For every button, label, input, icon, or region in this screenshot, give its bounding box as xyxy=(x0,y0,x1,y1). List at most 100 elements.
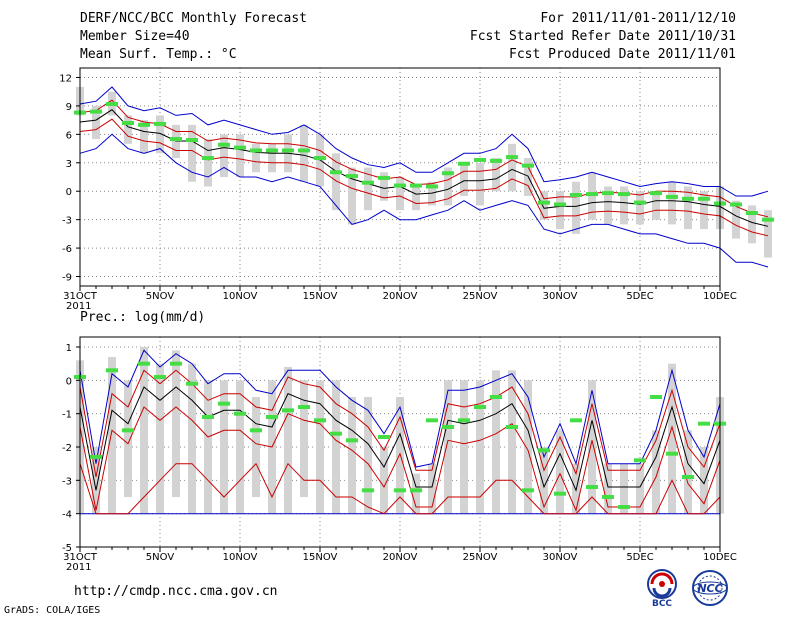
observation-marker xyxy=(634,200,646,205)
x-tick-label: 20NOV xyxy=(383,291,418,302)
grads-credit: GrADS: COLA/IGES xyxy=(4,605,101,616)
observation-marker xyxy=(122,120,134,125)
observation-marker xyxy=(522,163,534,168)
observation-marker xyxy=(186,381,198,386)
ensemble-mean-line xyxy=(79,386,721,492)
y-tick-label: -5 xyxy=(62,543,72,554)
min-line xyxy=(79,133,769,268)
ensemble-box xyxy=(188,363,196,514)
y-tick-label: -6 xyxy=(62,244,72,255)
ensemble-box xyxy=(732,200,740,239)
observation-marker xyxy=(394,488,406,493)
y-tick-label: -3 xyxy=(62,476,72,487)
x-tick-year-label: 2011 xyxy=(66,562,91,573)
ensemble-box xyxy=(556,191,564,230)
source-url[interactable]: http://cmdp.ncc.cma.gov.cn xyxy=(74,584,278,599)
observation-marker xyxy=(426,418,438,423)
y-tick-label: -9 xyxy=(62,273,72,284)
observation-marker xyxy=(602,495,614,499)
ensemble-box xyxy=(156,115,164,154)
x-tick-label: 20NOV xyxy=(383,552,418,563)
ensemble-box xyxy=(620,463,628,514)
ensemble-box xyxy=(380,447,388,514)
observation-marker xyxy=(554,491,566,496)
observation-marker xyxy=(266,148,278,153)
observation-marker xyxy=(394,183,406,188)
ensemble-box xyxy=(348,397,356,514)
precipitation-panel-title: Prec.: log(mm/d) xyxy=(80,310,206,325)
ensemble-box xyxy=(636,463,644,514)
ensemble-box xyxy=(108,357,116,514)
lower2-spread-line xyxy=(79,462,721,515)
max-line xyxy=(79,349,721,468)
ensemble-box xyxy=(332,153,340,211)
observation-marker xyxy=(554,202,566,207)
ensemble-box xyxy=(140,347,148,514)
ensemble-box xyxy=(332,380,340,514)
x-tick-label: 31OCT xyxy=(63,552,98,563)
observation-marker xyxy=(346,438,358,443)
observation-marker xyxy=(362,180,374,185)
observation-marker xyxy=(522,488,534,493)
lower-spread-line xyxy=(79,406,721,512)
ensemble-box xyxy=(220,380,228,514)
x-tick-label: 15NOV xyxy=(303,552,338,563)
ensemble-mean-line xyxy=(79,109,769,227)
observation-marker xyxy=(314,156,326,161)
ensemble-box xyxy=(252,397,260,497)
ensemble-box xyxy=(508,143,516,192)
y-tick-label: -2 xyxy=(62,443,72,454)
ensemble-box xyxy=(316,380,324,514)
ensemble-box xyxy=(476,162,484,206)
observation-marker xyxy=(682,475,694,479)
observation-marker xyxy=(218,142,230,147)
max-line xyxy=(79,86,769,197)
x-tick-label: 30NOV xyxy=(543,552,578,563)
observation-marker xyxy=(138,122,150,127)
observation-marker xyxy=(698,196,710,201)
panel-0: 12 9 6 3 0 -3 -6 -9 31OCT 5NOV 10NOV 15NOV 20NOV 25NO… xyxy=(59,67,774,312)
observation-marker xyxy=(506,425,518,429)
observation-marker xyxy=(570,418,582,423)
observation-marker xyxy=(410,488,422,493)
ensemble-box xyxy=(556,430,564,514)
ensemble-box xyxy=(764,210,772,258)
observation-marker xyxy=(570,193,582,198)
observation-marker xyxy=(730,202,742,207)
ensemble-box xyxy=(476,380,484,514)
ensemble-box xyxy=(652,430,660,514)
observation-marker xyxy=(234,411,246,416)
observation-marker xyxy=(746,211,758,216)
y-tick-label: 9 xyxy=(66,102,72,113)
upper-spread-line xyxy=(79,369,721,478)
observation-marker xyxy=(378,435,390,439)
ensemble-box xyxy=(460,162,468,196)
y-tick-label: 3 xyxy=(66,159,72,170)
observation-marker xyxy=(586,192,598,197)
ensemble-box xyxy=(700,191,708,230)
observation-marker xyxy=(282,408,294,413)
x-tick-label: 10NOV xyxy=(223,291,258,302)
ncc-logo-text: NCC xyxy=(697,582,722,595)
observation-marker xyxy=(650,395,662,399)
x-tick-label: 5NOV xyxy=(146,552,175,563)
observation-marker xyxy=(202,415,214,419)
ensemble-box xyxy=(540,447,548,514)
observation-marker xyxy=(538,200,550,205)
observation-marker xyxy=(250,148,262,153)
observation-marker xyxy=(666,451,678,456)
observation-marker xyxy=(298,148,310,153)
ensemble-box xyxy=(364,397,372,514)
observation-marker xyxy=(474,157,486,162)
observation-marker xyxy=(442,171,454,176)
observation-marker xyxy=(106,102,118,107)
y-tick-label: -1 xyxy=(62,410,72,421)
ensemble-box xyxy=(572,181,580,234)
observation-marker xyxy=(282,148,294,153)
x-tick-label: 5NOV xyxy=(146,291,175,302)
observation-marker xyxy=(458,161,470,166)
ensemble-box xyxy=(748,205,756,244)
observation-marker xyxy=(618,505,630,509)
observation-marker xyxy=(490,158,502,163)
